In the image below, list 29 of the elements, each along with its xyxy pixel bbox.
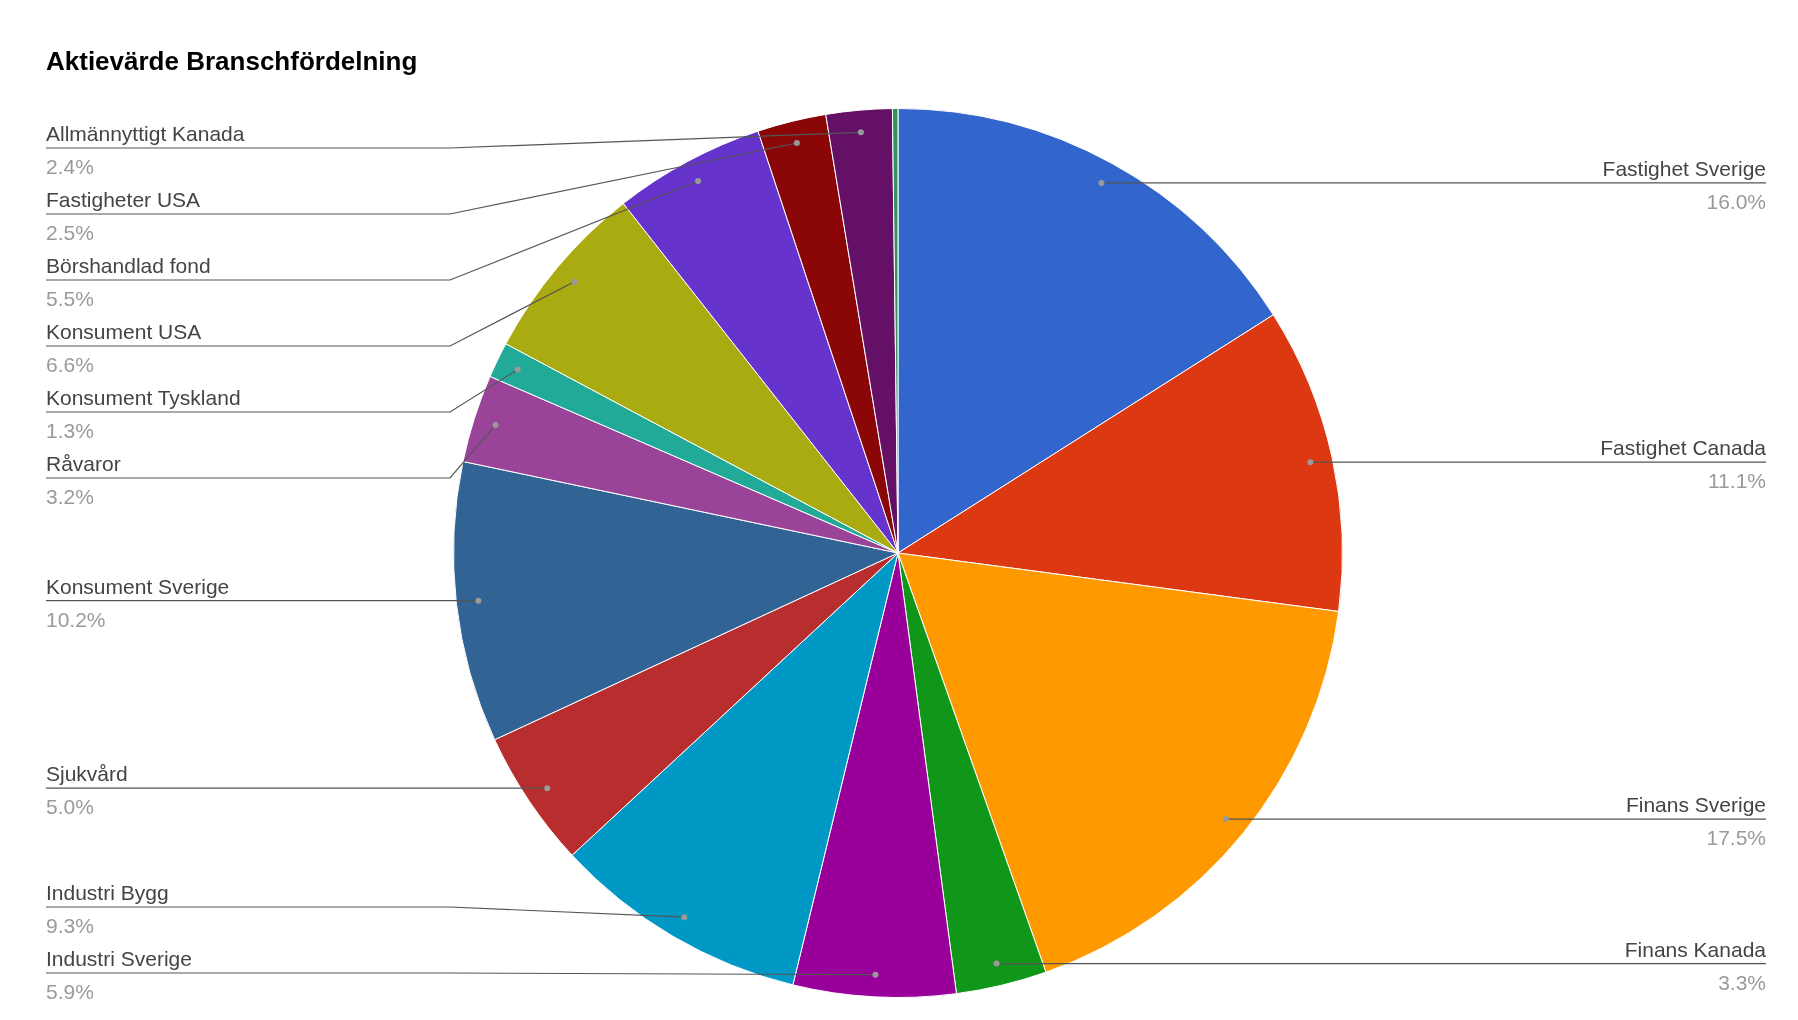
data-label: 3.2%	[46, 485, 94, 508]
slice-label: Fastighet Canada	[1600, 436, 1767, 460]
data-label: 10.2%	[46, 607, 106, 631]
data-label: 5.0%	[46, 795, 94, 819]
slice-label: Industri Bygg	[46, 881, 169, 904]
slice-label: Konsument Sverige	[46, 574, 230, 598]
data-label: 6.6%	[46, 353, 94, 376]
data-label: 2.5%	[46, 221, 94, 244]
data-label: 9.3%	[46, 914, 94, 937]
slice-label: Fastighet Sverige	[1602, 156, 1766, 180]
chart-title: Aktievärde Branschfördelning	[46, 46, 418, 76]
slice-label: Börshandlad fond	[46, 254, 211, 277]
data-label: 1.3%	[46, 419, 94, 442]
slice-label: Allmännyttigt Kanada	[46, 122, 245, 145]
slice-label: Konsument USA	[46, 320, 202, 343]
slice-label: Finans Kanada	[1624, 937, 1767, 961]
slice-label: Råvaror	[46, 452, 121, 475]
slice-label: Sjukvård	[46, 762, 128, 786]
data-label: 5.9%	[46, 980, 94, 1003]
data-label: 16.0%	[1706, 189, 1766, 213]
slice-label: Industri Sverige	[46, 947, 192, 970]
data-label: 11.1%	[1708, 469, 1766, 493]
data-label: 5.5%	[46, 287, 94, 310]
slice-label: Finans Sverige	[1625, 793, 1766, 817]
data-label: 2.4%	[46, 155, 94, 178]
slice-label: Konsument Tyskland	[46, 386, 241, 409]
data-label: 17.5%	[1706, 826, 1766, 850]
slice-label: Fastigheter USA	[46, 188, 201, 211]
data-label: 3.3%	[1718, 970, 1766, 994]
